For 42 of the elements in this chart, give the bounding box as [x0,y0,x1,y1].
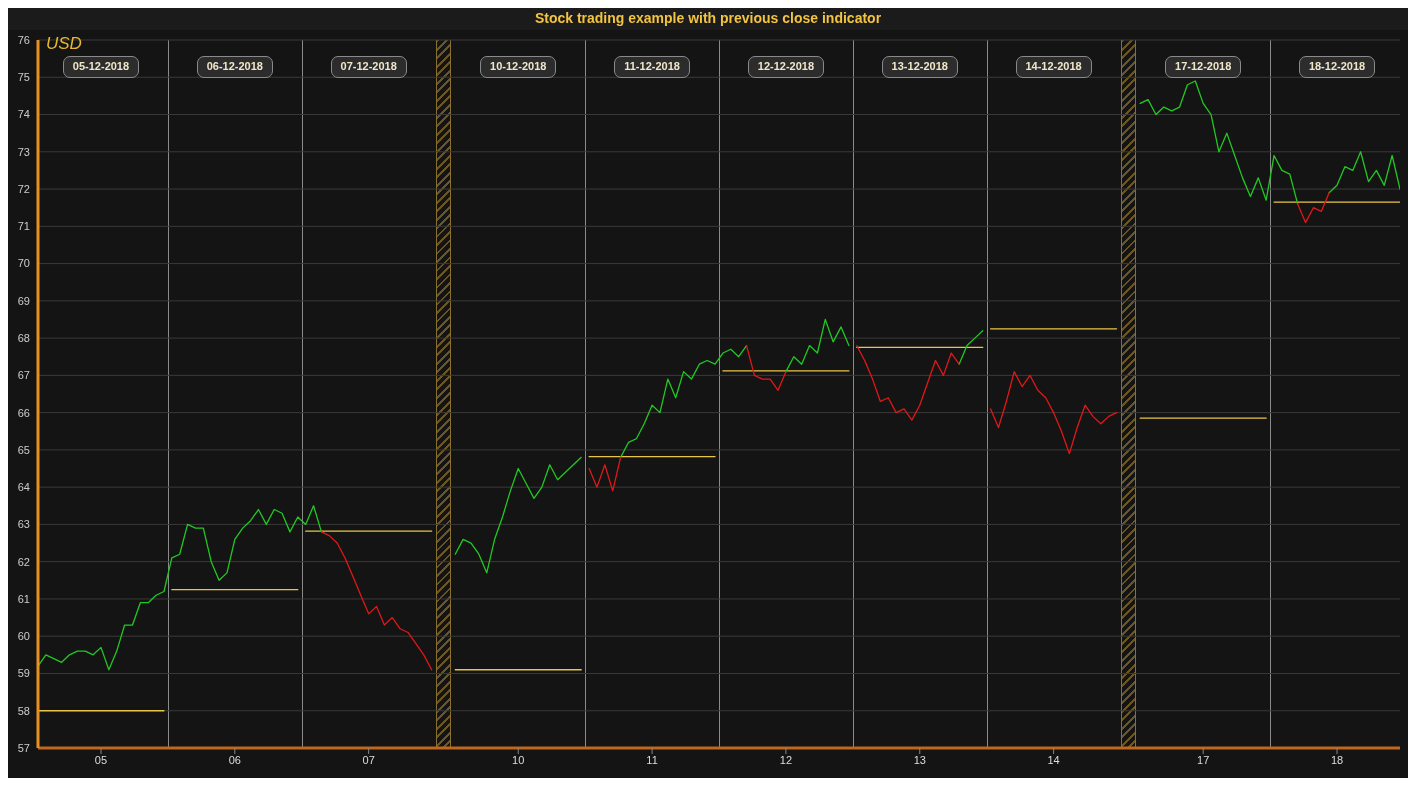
y-tick-label: 76 [17,33,30,46]
annotation: 11-12-2018 [614,56,691,78]
annotation: 06-12-2018 [196,56,273,78]
y-tick-label: 63 [17,518,30,531]
y-tick-label: 62 [17,555,30,568]
annotation: 13-12-2018 [881,56,958,78]
y-tick-label: 75 [17,71,30,84]
y-tick-label: 65 [17,443,30,456]
x-tick-label: 14 [1047,753,1060,766]
y-tick-label: 73 [17,145,30,158]
x-tick-label: 05 [94,753,108,766]
y-tick-label: 67 [17,369,30,382]
y-tick-label: 58 [17,704,30,717]
annotation: 14-12-2018 [1015,56,1092,78]
y-tick-label: 59 [17,667,30,680]
x-tick-label: 10 [512,753,525,766]
annotation: 10-12-2018 [480,56,557,78]
y-tick-label: 70 [17,257,30,270]
chart-title: Stock trading example with previous close indicator [8,8,1408,30]
annotation: USD [46,34,82,54]
annotation: 12-12-2018 [747,56,824,78]
x-tick-label: 12 [779,753,793,766]
y-tick-label: 66 [17,406,30,419]
y-tick-label: 69 [17,294,30,307]
y-tick-label: 61 [17,592,30,605]
x-tick-label: 07 [362,753,375,766]
annotation: 07-12-2018 [330,56,407,78]
x-tick-label: 11 [646,753,658,766]
x-tick-label: 18 [1330,753,1344,766]
y-tick-label: 72 [17,182,30,195]
x-tick-label: 17 [1197,753,1210,766]
y-tick-label: 68 [17,332,30,345]
x-tick-label: 06 [228,753,241,766]
y-tick-label: 57 [17,741,30,754]
y-tick-label: 64 [17,481,30,494]
y-tick-label: 60 [17,630,30,643]
annotation: 18-12-2018 [1299,56,1376,78]
x-tick-label: 13 [913,753,926,766]
annotation: 17-12-2018 [1165,56,1242,78]
annotation: 05-12-2018 [62,56,139,78]
y-tick-label: 71 [17,220,30,233]
y-tick-label: 74 [17,108,30,121]
